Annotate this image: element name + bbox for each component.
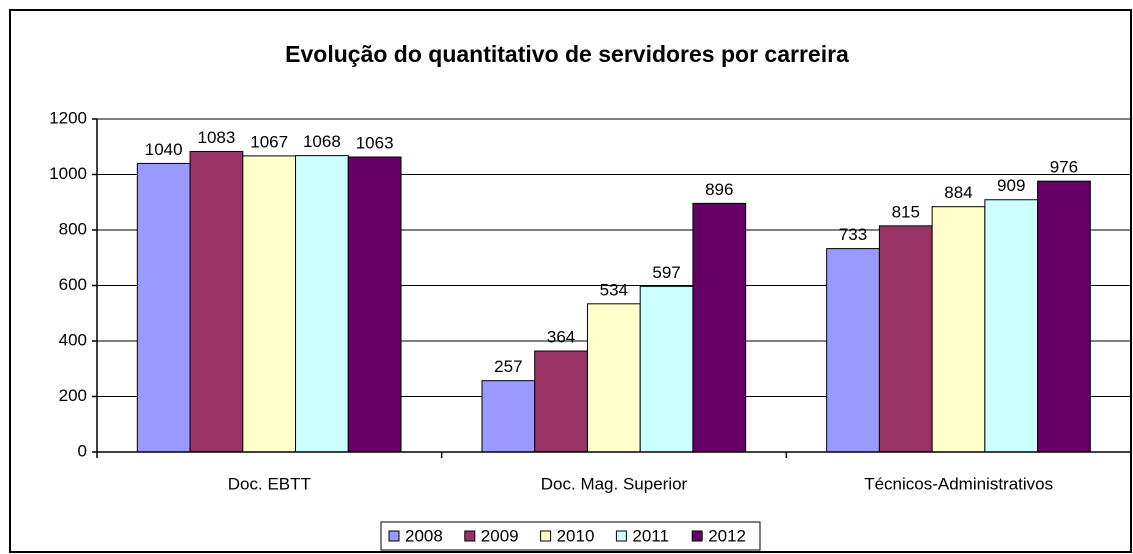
legend-swatch (615, 530, 627, 542)
bar (534, 350, 588, 453)
bar (189, 150, 244, 453)
bar (931, 206, 986, 453)
data-label: 884 (944, 183, 972, 202)
data-label: 733 (839, 225, 867, 244)
data-label: 1067 (250, 132, 288, 151)
y-tick-label: 1000 (49, 164, 87, 183)
y-tick-label: 200 (59, 386, 87, 405)
bar (295, 155, 349, 453)
legend-swatch (540, 530, 552, 542)
bar (639, 285, 694, 453)
data-label: 1068 (303, 132, 341, 151)
bar (242, 155, 297, 453)
legend-label: 2012 (708, 526, 746, 545)
data-label: 1063 (356, 134, 394, 153)
x-tick-label: Doc. Mag. Superior (541, 474, 688, 493)
data-label: 909 (997, 176, 1025, 195)
bar (984, 199, 1039, 453)
legend-swatch (388, 530, 400, 542)
bar (878, 225, 933, 453)
y-tick-label: 600 (59, 275, 87, 294)
y-tick-label: 1200 (49, 108, 87, 127)
data-label: 534 (600, 280, 628, 299)
bar (692, 202, 747, 453)
data-label: 976 (1050, 158, 1078, 177)
bar (586, 303, 641, 453)
legend-swatch (691, 530, 703, 542)
y-tick-label: 0 (78, 441, 87, 460)
data-label: 815 (892, 202, 920, 221)
legend-swatch (464, 530, 476, 542)
bar (136, 162, 191, 453)
bar (481, 380, 536, 453)
x-tick-label: Técnicos-Administrativos (864, 474, 1053, 493)
bar (347, 156, 402, 453)
x-tick-label: Doc. EBTT (228, 474, 311, 493)
bar (826, 248, 880, 453)
y-tick-label: 400 (59, 330, 87, 349)
legend-label: 2009 (481, 526, 519, 545)
data-label: 1083 (198, 128, 236, 147)
data-label: 257 (494, 357, 522, 376)
chart-title: Evolução do quantitativo de servidores p… (285, 41, 849, 67)
data-label: 597 (652, 263, 680, 282)
legend-label: 2010 (557, 526, 595, 545)
legend-label: 2011 (632, 526, 669, 545)
legend-label: 2008 (405, 526, 443, 545)
y-tick-label: 800 (59, 219, 87, 238)
data-label: 896 (705, 180, 733, 199)
data-label: 364 (547, 327, 575, 346)
data-label: 1040 (145, 140, 183, 159)
bar (1037, 180, 1091, 453)
